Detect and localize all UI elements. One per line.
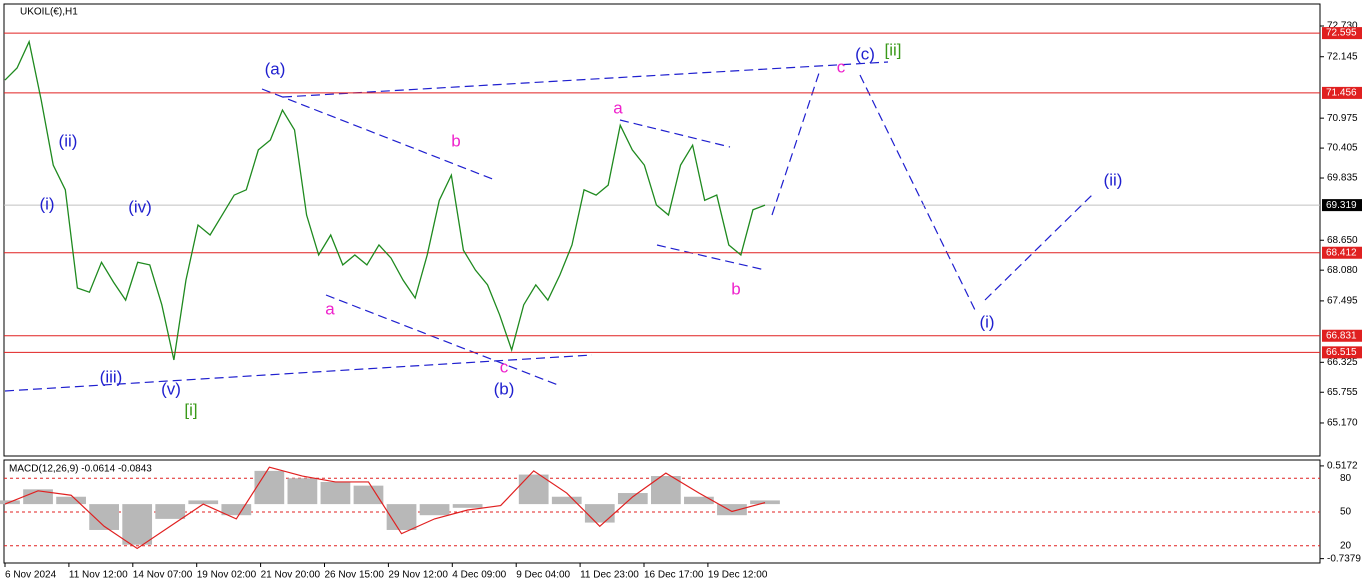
trend-line bbox=[619, 119, 731, 148]
wave-label: a bbox=[613, 98, 623, 117]
wave-label: (ii) bbox=[1104, 170, 1123, 189]
x-tick-label: 4 Dec 09:00 bbox=[452, 570, 506, 581]
level-box bbox=[1322, 329, 1362, 342]
wave-label: (a) bbox=[265, 59, 286, 78]
x-tick-label: 26 Nov 15:00 bbox=[325, 570, 385, 581]
level-box bbox=[1322, 27, 1362, 40]
wave-label: (c) bbox=[855, 44, 875, 63]
wave-label: c bbox=[500, 357, 509, 376]
wave-label: (v) bbox=[161, 379, 181, 398]
y-tick-label: 65.755 bbox=[1327, 387, 1358, 398]
y-tick-label: 70.975 bbox=[1327, 113, 1358, 124]
wave-label: (iii) bbox=[100, 367, 123, 386]
y2-tick-label: 50 bbox=[1340, 507, 1352, 518]
x-tick-label: 19 Dec 12:00 bbox=[708, 570, 768, 581]
current-price-label: 69.319 bbox=[1326, 200, 1357, 211]
y-tick-label: 66.325 bbox=[1327, 357, 1358, 368]
wave-label: (b) bbox=[494, 379, 515, 398]
level-label: 72.595 bbox=[1326, 28, 1357, 39]
x-tick-label: 16 Dec 17:00 bbox=[644, 570, 704, 581]
trend-line bbox=[656, 244, 766, 271]
wave-label: (iv) bbox=[128, 197, 152, 216]
x-tick-label: 14 Nov 07:00 bbox=[133, 570, 193, 581]
signal-line bbox=[4, 466, 766, 550]
y-tick-label: 68.080 bbox=[1327, 265, 1358, 276]
macd-bar bbox=[617, 493, 648, 505]
wave-lines bbox=[4, 61, 1093, 392]
macd-bar bbox=[320, 481, 351, 505]
macd-bar bbox=[122, 504, 153, 545]
wave-label: (i) bbox=[979, 312, 994, 331]
chart-title: UKOIL(€),H1 bbox=[20, 7, 78, 18]
level-label: 71.456 bbox=[1326, 88, 1357, 99]
trend-line bbox=[4, 354, 593, 392]
projection bbox=[984, 194, 1093, 301]
macd-bar bbox=[56, 496, 86, 505]
macd-bar bbox=[188, 500, 219, 505]
y2-tick-label: 20 bbox=[1340, 540, 1352, 551]
wave-label: (ii) bbox=[59, 131, 78, 150]
x-tick-label: 9 Dec 04:00 bbox=[516, 570, 570, 581]
wave-label: b bbox=[731, 279, 740, 298]
macd-bar bbox=[23, 489, 53, 505]
x-tick-label: 29 Nov 12:00 bbox=[388, 570, 448, 581]
x-tick-label: 19 Nov 02:00 bbox=[197, 570, 257, 581]
wave-label: b bbox=[451, 131, 460, 150]
macd-bar bbox=[584, 504, 615, 523]
y-tick-label: 65.170 bbox=[1327, 418, 1358, 429]
macd-panel bbox=[3, 459, 1321, 564]
macd-bar bbox=[353, 485, 384, 505]
macd-bar bbox=[419, 504, 450, 516]
y-tick-label: 0.5172 bbox=[1327, 461, 1358, 472]
level-box bbox=[1322, 246, 1362, 259]
macd-bar bbox=[221, 504, 252, 516]
trend-line bbox=[282, 61, 889, 98]
wave-label: c bbox=[837, 57, 846, 76]
x-tick-label: 6 Nov 2024 bbox=[5, 570, 57, 581]
wave-label: [ii] bbox=[885, 40, 902, 59]
y-tick-label: 72.730 bbox=[1327, 21, 1358, 32]
macd-bar bbox=[287, 478, 318, 505]
level-box bbox=[1322, 346, 1362, 359]
macd-bar bbox=[155, 504, 186, 519]
x-tick-label: 21 Nov 20:00 bbox=[261, 570, 321, 581]
macd-bar bbox=[551, 496, 582, 505]
macd-bar bbox=[684, 496, 714, 505]
y2-tick-label: 80 bbox=[1340, 473, 1352, 484]
level-box bbox=[1322, 86, 1362, 99]
y-tick-label: -0.7379 bbox=[1327, 553, 1361, 564]
x-tick-label: 11 Dec 23:00 bbox=[580, 570, 639, 581]
y-tick-label: 69.835 bbox=[1327, 173, 1358, 184]
y-tick-label: 72.145 bbox=[1327, 51, 1358, 62]
price-line bbox=[4, 39, 766, 361]
macd-bar bbox=[518, 474, 549, 505]
wave-label: (i) bbox=[39, 194, 54, 213]
level-label: 68.412 bbox=[1326, 247, 1357, 258]
macd-bar bbox=[452, 504, 483, 508]
macd-bar bbox=[717, 504, 747, 516]
y-tick-label: 68.650 bbox=[1327, 235, 1358, 246]
level-label: 66.515 bbox=[1326, 347, 1357, 358]
macd-bar bbox=[750, 500, 780, 505]
macd-title: MACD(12,26,9) -0.0614 -0.0843 bbox=[9, 464, 152, 475]
wave-label: a bbox=[325, 299, 335, 318]
x-tick-label: 11 Nov 12:00 bbox=[69, 570, 128, 581]
current-price-box bbox=[1322, 199, 1362, 212]
level-label: 66.831 bbox=[1326, 330, 1357, 341]
projection bbox=[771, 69, 821, 216]
wave-label: [i] bbox=[184, 400, 197, 419]
price-panel bbox=[3, 3, 1321, 457]
projection bbox=[859, 74, 976, 311]
y-tick-label: 70.405 bbox=[1327, 143, 1358, 154]
y-tick-label: 67.495 bbox=[1327, 296, 1358, 307]
macd-bar bbox=[254, 470, 285, 505]
